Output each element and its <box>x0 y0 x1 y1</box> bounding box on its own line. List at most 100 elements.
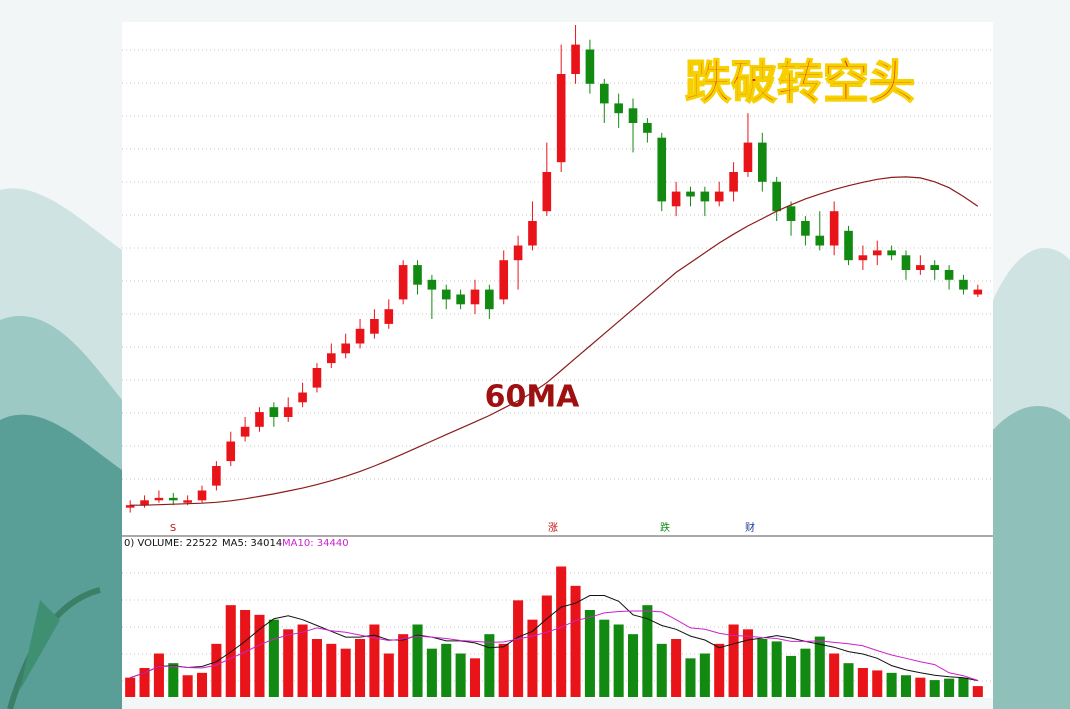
ma-annotation: 60MA <box>485 380 581 415</box>
volume-bar <box>398 634 409 697</box>
volume-bar <box>570 585 581 697</box>
candle-body <box>700 191 710 202</box>
ma-line <box>130 176 979 506</box>
volume-bar <box>728 624 739 697</box>
candle-body <box>556 74 566 163</box>
candle-body <box>441 289 451 300</box>
candle-body <box>571 44 580 74</box>
candle-body <box>197 490 207 501</box>
candle-body <box>240 426 250 437</box>
candle-body <box>312 368 322 388</box>
volume-bar <box>814 636 825 697</box>
candle-body <box>643 123 652 133</box>
volume-bar <box>900 675 912 697</box>
volume-bar <box>326 643 337 697</box>
candle-body <box>686 191 695 197</box>
volume-bar <box>311 639 322 697</box>
ma-line <box>130 610 978 681</box>
candle-body <box>758 142 767 182</box>
candle-body <box>283 407 293 417</box>
volume-bar <box>599 619 610 697</box>
volume-bar <box>426 648 437 697</box>
candle-body <box>872 250 882 256</box>
volume-bar <box>886 672 897 697</box>
volume-bar <box>757 639 768 697</box>
candle-body <box>384 309 394 324</box>
candle-body <box>398 265 408 300</box>
volume-bar <box>283 629 294 697</box>
volume-bar <box>714 643 725 697</box>
volume-bar <box>786 655 797 697</box>
candle-body <box>355 328 365 344</box>
volume-bar <box>139 668 150 697</box>
volume-bar <box>699 653 710 697</box>
volume-bar <box>556 566 567 697</box>
volume-bar <box>958 677 969 697</box>
ma-line <box>130 595 978 682</box>
candle-body <box>269 407 279 417</box>
candle-body <box>485 289 494 310</box>
volume-bar <box>843 663 854 697</box>
volume-bar <box>742 629 753 697</box>
volume-bar <box>240 610 251 697</box>
background-mountains <box>0 188 1070 709</box>
candle-body <box>786 206 796 221</box>
volume-bar <box>656 643 667 697</box>
candle-body <box>528 221 537 246</box>
candle-body <box>772 181 781 212</box>
candle-body <box>901 255 911 270</box>
volume-bar <box>369 624 380 697</box>
volume-bar <box>671 639 682 697</box>
volume-bar <box>944 678 955 697</box>
event-marker: S <box>170 523 176 534</box>
candle-body <box>887 250 896 256</box>
candle-body <box>916 265 925 270</box>
volume-bar <box>642 605 653 697</box>
candle-body <box>255 412 264 427</box>
candle-body <box>470 289 480 305</box>
volume-bar <box>771 641 782 697</box>
volume-bar <box>527 619 538 697</box>
candle-body <box>743 142 753 172</box>
volume-bar <box>153 653 164 697</box>
volume-bar <box>627 634 639 697</box>
candle-body <box>125 505 135 508</box>
candle-body <box>844 230 853 261</box>
candle-body <box>829 211 839 246</box>
candle-body <box>513 245 523 261</box>
candle-body <box>657 137 667 202</box>
event-marker: 财 <box>745 521 755 534</box>
candle-body <box>714 191 724 202</box>
candle-body <box>226 441 236 462</box>
candle-body <box>499 260 509 300</box>
volume-bar <box>211 643 222 697</box>
volume-bar <box>613 624 624 697</box>
candle-body <box>729 172 738 192</box>
ma5-label: MA5: 34014 <box>222 538 282 549</box>
candle-body <box>944 270 954 280</box>
volume-bar <box>412 624 423 697</box>
candle-body <box>930 265 940 270</box>
volume-bar <box>857 668 868 697</box>
volume-bar <box>455 653 466 697</box>
volume-bar <box>800 648 811 697</box>
candle-body <box>168 497 178 501</box>
candle-body <box>599 83 609 104</box>
volume-bar <box>297 624 308 697</box>
candle-body <box>212 466 221 486</box>
volume-bar <box>872 670 883 697</box>
candle-body <box>427 279 437 290</box>
volume-bar <box>513 600 524 697</box>
candle-body <box>671 191 681 207</box>
ma10-label: MA10: 34440 <box>282 538 349 549</box>
volume-bar <box>125 677 136 697</box>
candle-body <box>140 500 149 506</box>
volume-bar <box>685 658 696 697</box>
candle-body <box>858 255 868 261</box>
event-marker: 跌 <box>660 521 670 534</box>
volume-bar <box>441 643 452 697</box>
volume-bar <box>254 614 265 697</box>
candle-body <box>327 353 336 364</box>
candle-body <box>815 235 825 246</box>
